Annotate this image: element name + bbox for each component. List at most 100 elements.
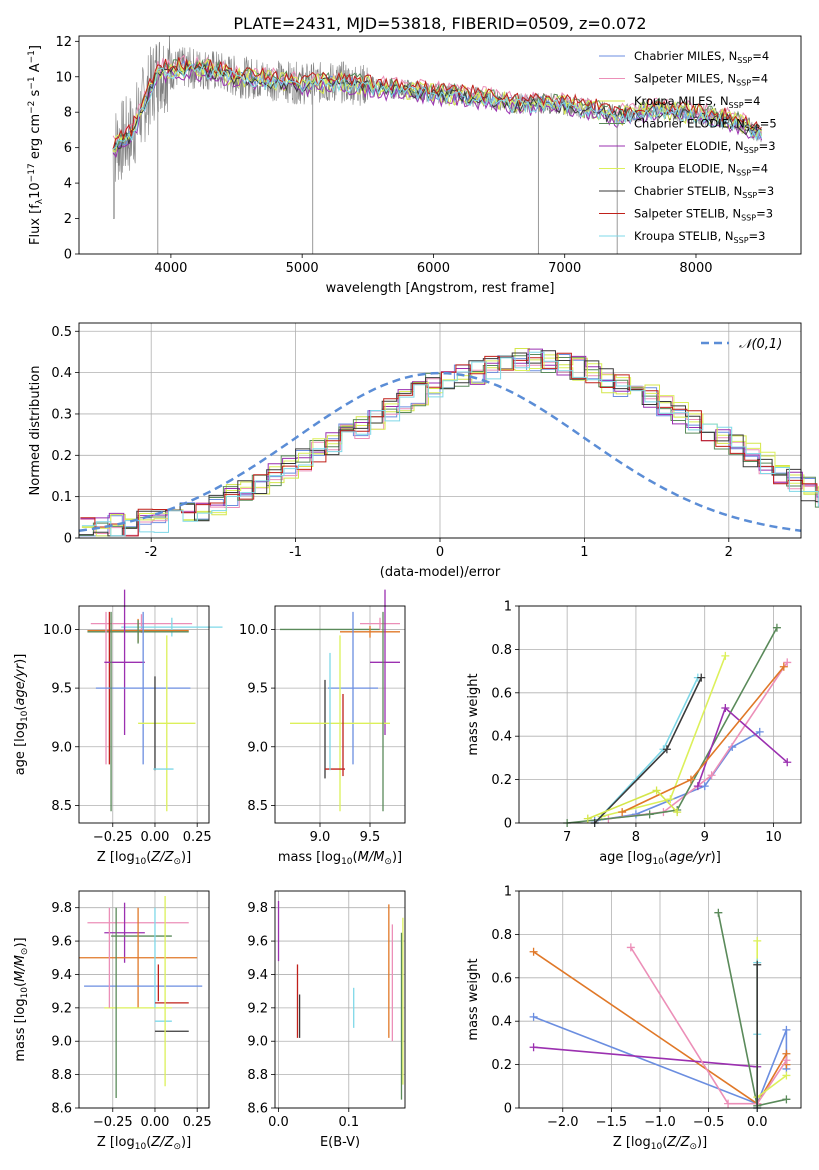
x-tick-label: 7 <box>563 830 571 845</box>
weight-marker <box>529 1043 538 1052</box>
axes-frame <box>78 322 802 539</box>
x-tick-label: −0.5 <box>693 1115 725 1130</box>
model-line <box>112 54 763 142</box>
y-tick-label: 9.5 <box>247 682 268 697</box>
weight-marker <box>700 782 709 791</box>
y-tick-label: 1 <box>504 600 512 615</box>
y-tick-label: 1 <box>504 885 512 900</box>
axes-frame <box>78 605 210 824</box>
y-tick-label: 8.8 <box>51 1068 72 1083</box>
legend-label: Kroupa STELIB, NSSP=3 <box>634 229 765 245</box>
errorbar-point <box>104 902 145 963</box>
errorbar-point <box>290 635 390 812</box>
weight-marker <box>666 795 675 804</box>
y-tick-label: 0.2 <box>491 1058 512 1073</box>
y-tick-label: 8.6 <box>51 1102 72 1117</box>
weight-line <box>533 1046 758 1068</box>
weight-line <box>621 666 785 813</box>
y-tick-label: 9.6 <box>51 935 72 950</box>
model-line <box>112 58 762 152</box>
errorbar-point <box>104 589 145 736</box>
x-tick-label: 5000 <box>286 261 319 276</box>
y-tick-label: 8 <box>64 106 72 121</box>
y-tick-label: 0.8 <box>491 928 512 943</box>
y-tick-label: 9.2 <box>247 1001 268 1016</box>
weight-marker <box>697 673 706 682</box>
weight-marker <box>782 1095 791 1104</box>
x-tick-label: 8000 <box>679 261 712 276</box>
weight-line <box>756 940 787 1099</box>
weight-marker <box>755 727 764 736</box>
plot-area <box>87 589 223 812</box>
x-tick-label: 0.0 <box>268 1115 289 1130</box>
figure-title: PLATE=2431, MJD=53818, FIBERID=0509, z=0… <box>233 14 646 33</box>
plot-area <box>280 589 400 812</box>
weight-marker <box>721 651 730 660</box>
axes-frame <box>274 890 406 1109</box>
weight-marker <box>618 808 627 817</box>
x-tick-label: 0.0 <box>747 1115 768 1130</box>
weight-marker <box>753 960 762 969</box>
y-tick-label: 8.5 <box>51 799 72 814</box>
y-tick-label: 8.5 <box>247 799 268 814</box>
weight-marker <box>721 703 730 712</box>
x-tick-label: 0 <box>436 545 444 560</box>
y-tick-label: 9.5 <box>51 682 72 697</box>
x-tick-label: 10 <box>765 830 782 845</box>
y-tick-label: 12 <box>55 35 72 50</box>
x-axis-label: wavelength [Angstrom, rest frame] <box>326 281 555 296</box>
y-tick-label: 0.3 <box>51 407 72 422</box>
weight-marker <box>753 936 762 945</box>
x-axis-label: Z [log10(Z/Z⊙)] <box>613 1135 707 1152</box>
x-tick-label: -2 <box>145 545 158 560</box>
y-axis-label: mass weight <box>466 958 481 1040</box>
y-tick-label: 0.2 <box>51 449 72 464</box>
y-axis-label: Normed distribution <box>28 366 43 496</box>
y-tick-label: 9.6 <box>247 935 268 950</box>
axes-frame <box>78 35 802 255</box>
plot-area <box>112 36 763 254</box>
axes-frame <box>518 605 802 824</box>
y-tick-label: 6 <box>64 141 72 156</box>
x-tick-label: 8 <box>632 830 640 845</box>
y-tick-label: 0 <box>64 248 72 263</box>
x-tick-label: 4000 <box>154 261 187 276</box>
x-tick-label: −0.25 <box>93 830 133 845</box>
y-tick-label: 0.4 <box>491 730 512 745</box>
x-tick-label: −0.25 <box>93 1115 133 1130</box>
legend: Chabrier MILES, NSSP=4 Salpeter MILES, NS… <box>599 49 777 245</box>
x-tick-label: 0.25 <box>183 1115 212 1130</box>
y-tick-label: 0.8 <box>491 643 512 658</box>
panel-ebv_mass: 0.0 0.1 8.6 8.8 9.0 9.2 9.4 9.6 9.8 E(B-V) <box>247 890 406 1150</box>
y-tick-label: 9.4 <box>247 968 268 983</box>
weight-marker <box>782 1056 791 1065</box>
weight-marker <box>652 786 661 795</box>
y-axis-label: Flux [fλ10−17 erg cm−2 s−1 A−1] <box>27 45 45 245</box>
errorbar-point <box>87 620 189 644</box>
model-line <box>112 63 763 150</box>
y-tick-label: 0.4 <box>51 366 72 381</box>
x-axis-label: age [log10(age/yr)] <box>599 850 721 867</box>
y-tick-label: 9.0 <box>51 740 72 755</box>
y-axis-label: age [log10(age/yr)] <box>13 654 30 776</box>
y-tick-label: 0.2 <box>491 773 512 788</box>
y-tick-label: 10.0 <box>43 623 72 638</box>
weight-marker <box>779 662 788 671</box>
legend-label: 𝒩(0,1) <box>739 337 782 352</box>
y-tick-label: 9.2 <box>51 1001 72 1016</box>
x-tick-label: −1.0 <box>644 1115 676 1130</box>
errorbar-point <box>370 589 400 736</box>
y-tick-label: 10 <box>55 70 72 85</box>
y-tick-label: 9.8 <box>247 901 268 916</box>
weight-line <box>630 946 788 1105</box>
weight-marker <box>707 771 716 780</box>
y-axis-label: mass [log10(M/M⊙)] <box>13 937 30 1061</box>
weight-marker <box>662 745 671 754</box>
weight-marker <box>626 943 635 952</box>
y-tick-label: 9.0 <box>247 1035 268 1050</box>
weight-line <box>594 677 703 824</box>
y-tick-label: 0 <box>504 1102 512 1117</box>
weight-marker <box>724 1099 733 1108</box>
panel-z_mass: −0.25 0.00 0.25 8.6 8.8 9.0 9.2 9.4 9.6 9.8 Z [log… <box>13 890 212 1152</box>
y-tick-label: 0.6 <box>491 686 512 701</box>
